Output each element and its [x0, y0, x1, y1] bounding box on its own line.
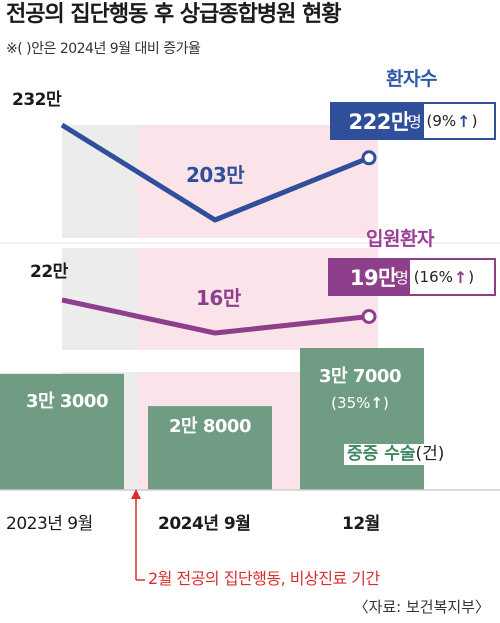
- inpatients-label-2023: 22만: [30, 262, 68, 282]
- source-credit: 〈자료: 보건복지부〉: [353, 598, 490, 616]
- surgery-bar-0: [0, 373, 124, 490]
- patients-callout: 222만 명 (9% ↑ ): [330, 102, 496, 140]
- patients-callout-close: ): [471, 112, 478, 130]
- legend-inpatients: 입원환자: [366, 228, 434, 250]
- up-arrow-icon: ↑: [453, 267, 468, 287]
- x-label-2024-09: 2024년 9월: [158, 514, 251, 534]
- patients-label-2023: 232만: [12, 90, 62, 110]
- chart-title: 전공의 집단행동 후 상급종합병원 현황: [6, 2, 341, 27]
- surgery-label-12: 3만 7000: [319, 366, 401, 387]
- inpatients-callout: 19만 명 (16% ↑ ): [328, 258, 496, 296]
- emergency-period-note: 2월 전공의 집단행동, 비상진료 기간: [148, 569, 380, 588]
- patients-callout-unit: 명: [407, 112, 422, 131]
- up-arrow-icon: ↑: [370, 394, 383, 412]
- patients-line: [60, 122, 370, 223]
- up-arrow-icon: ↑: [457, 111, 471, 131]
- legend-patients: 환자수: [386, 68, 437, 90]
- surgery-pct-12: (35%↑): [300, 396, 420, 411]
- inpatients-label-2024-09: 16만: [196, 286, 241, 310]
- legend-surgery: 중증 수술(건): [344, 444, 448, 465]
- legend-surgery-label: 중증 수술: [347, 444, 416, 464]
- surgery-pct-close: ): [382, 394, 389, 412]
- x-label-2023-09: 2023년 9월: [6, 514, 93, 534]
- x-label-12: 12월: [342, 514, 380, 534]
- chart-subtitle: ※( )안은 2024년 9월 대비 증가율: [6, 41, 201, 57]
- surgery-bars: [0, 348, 424, 490]
- patients-callout-value: 222만: [348, 110, 411, 134]
- inpatients-callout-unit: 명: [394, 268, 409, 287]
- inpatients-callout-value: 19만: [349, 266, 398, 290]
- patients-callout-pct: (9%: [426, 112, 457, 130]
- surgery-label-2023: 3만 3000: [26, 391, 108, 412]
- surgery-label-2024-09: 2만 8000: [169, 416, 251, 437]
- gap-row-2: [0, 350, 500, 372]
- patients-label-2024-09: 203만: [186, 163, 245, 187]
- patients-end-marker: [361, 150, 377, 166]
- inpatients-end-marker: [361, 309, 377, 324]
- surgery-bar-1: [148, 406, 272, 490]
- inpatients-callout-pct: (16%: [413, 268, 453, 286]
- inpatients-callout-close: ): [468, 268, 475, 286]
- inpatients-line: [61, 297, 370, 336]
- surgery-pct-value: (35%: [331, 394, 371, 412]
- surgery-bar-2: [300, 348, 424, 490]
- annotation-arrowhead: [131, 489, 141, 499]
- legend-surgery-unit: (건): [415, 444, 445, 464]
